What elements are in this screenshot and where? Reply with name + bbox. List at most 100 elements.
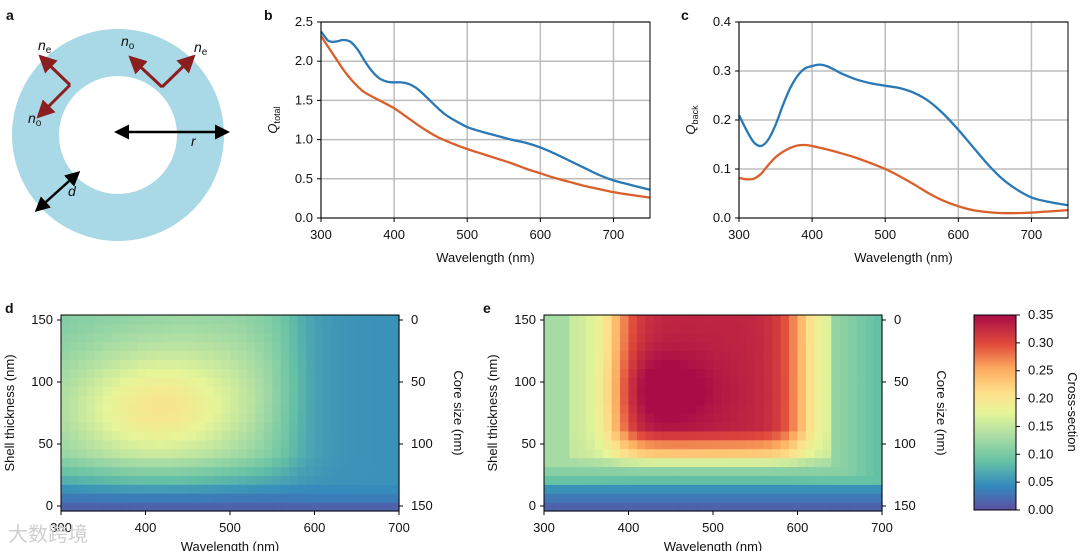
heatmap-cell (314, 341, 324, 352)
heatmap-cell (645, 323, 655, 334)
heatmap-cell (221, 421, 231, 432)
heatmap-cell (137, 404, 147, 414)
heatmap-cell (137, 315, 147, 325)
heatmap-cell (230, 332, 240, 343)
heatmap-cell (544, 359, 554, 370)
heatmap-cell (704, 493, 714, 503)
heatmap-cell (721, 368, 731, 378)
heatmap-cell (196, 421, 206, 432)
heatmap-cell (77, 368, 87, 378)
heatmap-cell (763, 421, 773, 432)
heatmap-cell (679, 395, 689, 405)
heatmap-cell (839, 323, 849, 334)
heatmap-cell (153, 323, 163, 334)
heatmap-cell (831, 315, 841, 325)
heatmap-cell (822, 395, 832, 405)
heatmap-cell (696, 493, 706, 503)
heatmap-cell (670, 359, 680, 370)
heatmap-cell (120, 404, 130, 414)
heatmap-cell (848, 323, 858, 334)
heatmap-cell (645, 404, 655, 414)
heatmap-cell (382, 448, 392, 459)
heatmap-cell (297, 332, 307, 343)
watermark: 大数跨境 (8, 522, 88, 546)
heatmap-cell (382, 386, 392, 396)
heatmap-cell (594, 457, 604, 468)
heatmap-cell (348, 404, 358, 414)
heatmap-cell (230, 341, 240, 352)
heatmap-cell (390, 386, 400, 396)
heatmap-cell (620, 386, 630, 396)
heatmap-cell (552, 484, 562, 494)
heatmap-cell (552, 341, 562, 352)
heatmap-cell (365, 502, 375, 512)
heatmap-cell (628, 457, 638, 468)
heatmap-cell (611, 359, 621, 370)
heatmap-cell (805, 341, 815, 352)
heatmap-cell (679, 448, 689, 459)
heatmap-cell (348, 323, 358, 334)
heatmap-cell (145, 315, 155, 325)
heatmap-cell (179, 332, 189, 343)
heatmap-cell (331, 377, 341, 387)
heatmap-cell (314, 315, 324, 325)
heatmap-cell (348, 350, 358, 361)
heatmap-cell (289, 368, 299, 378)
label-no-left: no (28, 110, 42, 129)
heatmap-cell (263, 323, 273, 334)
heatmap-cell (704, 430, 714, 441)
heatmap-cell (213, 368, 223, 378)
heatmap-cell (679, 413, 689, 423)
heatmap-cell (382, 341, 392, 352)
heatmap-cell (738, 448, 748, 459)
heatmap-cell (873, 368, 883, 378)
heatmap-cell (805, 350, 815, 361)
heatmap-cell (246, 404, 256, 414)
heatmap-cell (322, 448, 332, 459)
heatmap-cell (94, 350, 104, 361)
heatmap-cell (272, 404, 282, 414)
heatmap-cell (221, 350, 231, 361)
heatmap-cell (586, 502, 596, 512)
heatmap-cell (103, 457, 113, 468)
heatmap-cell (162, 475, 172, 485)
chart-e-ylabel-right: Core size (nm) (934, 370, 949, 455)
heatmap-cell (822, 341, 832, 352)
heatmap-cell (687, 493, 697, 503)
heatmap-cell (61, 493, 71, 503)
heatmap-cell (848, 502, 858, 512)
heatmap-cell (348, 448, 358, 459)
heatmap-cell (272, 493, 282, 503)
y-tick-label: 1.0 (295, 132, 313, 147)
heatmap-cell (814, 430, 824, 441)
heatmap-cell (238, 475, 248, 485)
heatmap-cell (128, 457, 138, 468)
heatmap-cell (603, 413, 613, 423)
heatmap-cell (848, 395, 858, 405)
heatmap-cell (729, 386, 739, 396)
heatmap-cell (670, 430, 680, 441)
heatmap-cell (653, 448, 663, 459)
heatmap-cell (713, 457, 723, 468)
panel-c-letter: c (681, 7, 689, 23)
heatmap-cell (670, 377, 680, 387)
heatmap-cell (586, 368, 596, 378)
heatmap-cell (713, 448, 723, 459)
label-ne-right: ne (194, 39, 208, 58)
heatmap-cell (145, 332, 155, 343)
heatmap-cell (382, 493, 392, 503)
heatmap-cell (687, 484, 697, 494)
heatmap-cell (738, 502, 748, 512)
heatmap-cell (552, 413, 562, 423)
heatmap-cell (187, 502, 197, 512)
heatmap-cell (306, 457, 316, 468)
heatmap-cell (94, 502, 104, 512)
heatmap-cell (137, 421, 147, 432)
heatmap-cell (221, 395, 231, 405)
heatmap-cell (179, 448, 189, 459)
heatmap-cell (611, 395, 621, 405)
heatmap-cell (86, 359, 96, 370)
heatmap-cell (713, 350, 723, 361)
